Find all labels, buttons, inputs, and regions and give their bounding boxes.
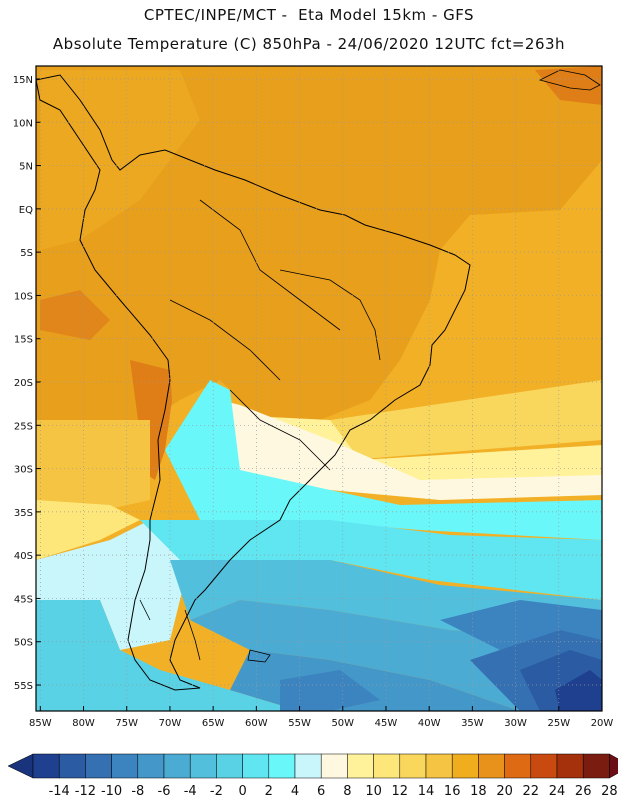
colorbar: -14 -12 -10 -8 -6 -4 -2 0 2 4 6 8 10 12 14 16 18 20 22 24 26… (7, 753, 618, 799)
lat-label: 15N (13, 75, 33, 86)
colorbar-label: 26 (575, 784, 592, 799)
colorbar-label: 16 (444, 784, 461, 799)
colorbar-swatch (58, 753, 86, 779)
colorbar-label: 18 (470, 784, 487, 799)
lon-label: 20W (591, 718, 614, 729)
colorbar-swatch (268, 753, 296, 779)
colorbar-swatch (582, 753, 610, 779)
colorbar-label: 4 (291, 784, 299, 799)
lon-label: 70W (159, 718, 182, 729)
lat-label: 45S (14, 594, 33, 605)
colorbar-swatch (137, 753, 165, 779)
colorbar-swatch (111, 753, 139, 779)
colorbar-label: 6 (317, 784, 325, 799)
lon-label: 80W (72, 718, 95, 729)
lon-label: 40W (418, 718, 441, 729)
lon-label: 35W (461, 718, 484, 729)
chart-title: CPTEC/INPE/MCT - Eta Model 15km - GFS (143, 6, 475, 24)
lat-label: 15S (14, 335, 33, 346)
colorbar-label: 28 (601, 784, 618, 799)
colorbar-swatch (216, 753, 243, 779)
colorbar-label: 0 (238, 784, 246, 799)
lon-label: 65W (202, 718, 225, 729)
lon-label: 25W (547, 718, 570, 729)
colorbar-over-arrow (609, 753, 618, 779)
lat-label: 40S (14, 551, 33, 562)
lat-label: 20S (14, 378, 33, 389)
colorbar-label: -10 (101, 784, 122, 799)
chart-subtitle: Absolute Temperature (C) 850hPa - 24/06/… (52, 35, 566, 53)
colorbar-label: 22 (523, 784, 540, 799)
lon-label: 30W (504, 718, 527, 729)
colorbar-swatch (399, 753, 427, 779)
colorbar-label: -8 (131, 784, 144, 799)
colorbar-label: 14 (418, 784, 435, 799)
temperature-field (36, 66, 602, 711)
colorbar-swatch (163, 753, 191, 779)
colorbar-swatch (242, 753, 270, 779)
colorbar-swatch (373, 753, 401, 779)
latitude-labels: 15N 10N 5N EQ 5S 10S 15S 20S 25S 30S 35S 40S 45S 50S 5… (13, 75, 33, 692)
colorbar-swatch (504, 753, 532, 779)
lat-label: 50S (14, 638, 33, 649)
lat-label: EQ (19, 205, 33, 216)
colorbar-swatch (478, 753, 505, 779)
colorbar-label: 10 (365, 784, 382, 799)
colorbar-swatch (189, 753, 217, 779)
lat-label: 35S (14, 508, 33, 519)
colorbar-label: -14 (49, 784, 70, 799)
colorbar-under-arrow (7, 753, 34, 779)
lat-label: 10N (13, 118, 33, 129)
colorbar-swatch (294, 753, 322, 779)
lon-label: 50W (331, 718, 354, 729)
lon-label: 60W (245, 718, 268, 729)
colorbar-swatch (530, 753, 558, 779)
coastline (36, 69, 601, 691)
colorbar-label: 20 (496, 784, 513, 799)
lat-label: 30S (14, 465, 33, 476)
colorbar-swatch (347, 753, 374, 779)
colorbar-label: -6 (158, 784, 171, 799)
colorbar-label: 2 (265, 784, 273, 799)
colorbar-label: -2 (210, 784, 223, 799)
colorbar-swatch (320, 753, 348, 779)
colorbar-label: -4 (184, 784, 197, 799)
colorbar-label: -12 (75, 784, 96, 799)
colorbar-swatch (451, 753, 479, 779)
lon-label: 55W (288, 718, 311, 729)
lon-label: 85W (29, 718, 52, 729)
colorbar-swatch (556, 753, 584, 779)
colorbar-swatch (85, 753, 112, 779)
lat-label: 25S (14, 421, 33, 432)
lon-label: 45W (375, 718, 398, 729)
map-frame (35, 65, 603, 712)
lat-label: 10S (14, 291, 33, 302)
lon-label: 75W (115, 718, 138, 729)
longitude-labels: 85W 80W 75W 70W 65W 60W 55W 50W 45W 40W 35W 30W 25W 2… (29, 718, 613, 729)
colorbar-label: 8 (343, 784, 351, 799)
lat-label: 5S (20, 248, 33, 259)
colorbar-swatch (32, 753, 60, 779)
colorbar-swatch (425, 753, 453, 779)
colorbar-label: 12 (392, 784, 409, 799)
colorbar-label: 24 (549, 784, 566, 799)
lat-label: 5N (19, 162, 33, 173)
graticule (36, 66, 603, 711)
lat-label: 55S (14, 681, 33, 692)
